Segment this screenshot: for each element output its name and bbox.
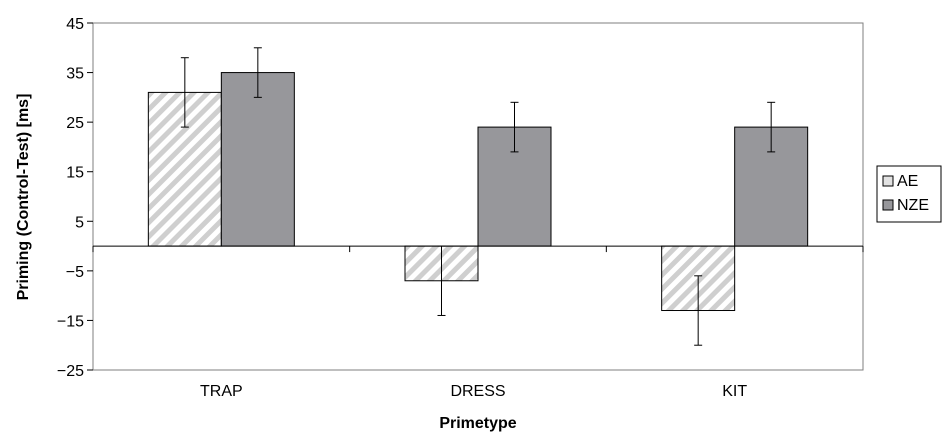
x-tick-label: KIT: [722, 383, 747, 400]
legend-box: [876, 165, 942, 223]
y-axis-title: Priming (Control-Test) [ms]: [15, 94, 32, 301]
y-tick-label: 15: [66, 165, 84, 182]
y-tick-label: 45: [66, 16, 84, 33]
legend-swatch-nze: [882, 199, 894, 211]
legend-swatch-ae: [882, 175, 894, 187]
y-tick-label: −15: [57, 313, 84, 330]
y-tick-label: −5: [66, 264, 84, 281]
legend: AE NZE: [876, 165, 942, 223]
bars: [147, 72, 809, 312]
y-tick-label: 35: [66, 66, 84, 83]
y-tick-label: 5: [75, 214, 84, 231]
x-axis-title: Primetype: [439, 415, 516, 432]
y-axis: 45 35 25 15 5 −5 −15 −25: [57, 16, 93, 380]
y-tick-label: −25: [57, 363, 84, 380]
plot-area: [92, 22, 864, 371]
legend-label-nze: NZE: [897, 197, 929, 214]
x-axis: TRAP DRESS KIT: [92, 246, 864, 400]
bar-nze-trap: [220, 72, 295, 247]
x-tick-label: TRAP: [200, 383, 243, 400]
x-tick-label: DRESS: [450, 383, 505, 400]
y-tick-label: 25: [66, 115, 84, 132]
legend-label-ae: AE: [897, 173, 918, 190]
